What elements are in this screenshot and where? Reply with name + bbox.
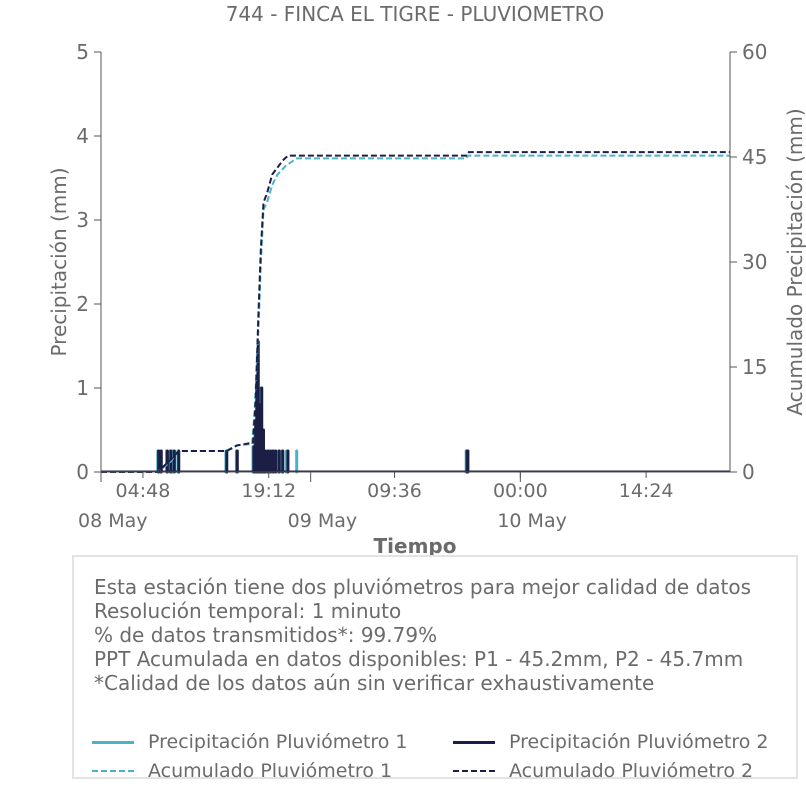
info-line: % de datos transmitidos*: 99.79% xyxy=(94,623,438,647)
legend-label: Precipitación Pluviómetro 2 xyxy=(509,731,769,753)
y2-tick-label: 0 xyxy=(742,460,755,484)
info-text: Esta estación tiene dos pluviómetros par… xyxy=(94,575,751,695)
acumulado-pluviometro-2-line xyxy=(101,151,730,473)
x-date-label: 10 May xyxy=(497,510,567,532)
x-tick-label: 00:00 xyxy=(493,480,548,502)
y-tick-label: 4 xyxy=(76,124,89,148)
y-tick-label: 0 xyxy=(76,460,89,484)
plot-area xyxy=(101,151,730,474)
chart-title: 744 - FINCA EL TIGRE - PLUVIOMETRO xyxy=(226,2,605,26)
y2-axis-label: Acumulado Precipitación (mm) xyxy=(783,108,806,415)
x-tick-label: 04:48 xyxy=(116,480,171,502)
info-panel: Esta estación tiene dos pluviómetros par… xyxy=(72,555,798,782)
rainfall-chart: 744 - FINCA EL TIGRE - PLUVIOMETRO 0 1 2 3 4… xyxy=(47,2,806,558)
legend-label: Acumulado Pluviómetro 1 xyxy=(148,760,393,782)
x-tick-label: 09:36 xyxy=(367,480,422,502)
y2-tick-label: 30 xyxy=(742,250,767,274)
info-line: *Calidad de los datos aún sin verificar … xyxy=(94,671,655,695)
legend-swatch xyxy=(92,770,134,772)
legend-label: Acumulado Pluviómetro 2 xyxy=(509,760,754,782)
info-line: Resolución temporal: 1 minuto xyxy=(94,599,402,623)
legend-swatch xyxy=(453,770,495,772)
acumulado-pluviometro-1-line xyxy=(101,154,730,473)
x-date-label: 08 May xyxy=(78,510,148,532)
y-tick-label: 2 xyxy=(76,292,89,316)
x-tick-label: 14:24 xyxy=(619,480,674,502)
y2-tick-label: 60 xyxy=(742,40,767,64)
y2-tick-label: 15 xyxy=(742,355,767,379)
y-axis-label: Precipitación (mm) xyxy=(47,167,71,356)
legend-label: Precipitación Pluviómetro 1 xyxy=(148,731,408,753)
y2-tick-label: 45 xyxy=(742,145,767,169)
info-line: PPT Acumulada en datos disponibles: P1 -… xyxy=(94,647,744,671)
x-date-label: 09 May xyxy=(288,510,358,532)
legend-swatch xyxy=(453,741,495,744)
info-line: Esta estación tiene dos pluviómetros par… xyxy=(94,575,752,599)
y-tick-label: 3 xyxy=(76,208,89,232)
x-axis-label: Tiempo xyxy=(374,534,457,558)
x-tick-label: 19:12 xyxy=(241,480,296,502)
y-tick-label: 1 xyxy=(76,376,89,400)
legend-swatch xyxy=(92,741,134,744)
y-tick-label: 5 xyxy=(76,40,89,64)
